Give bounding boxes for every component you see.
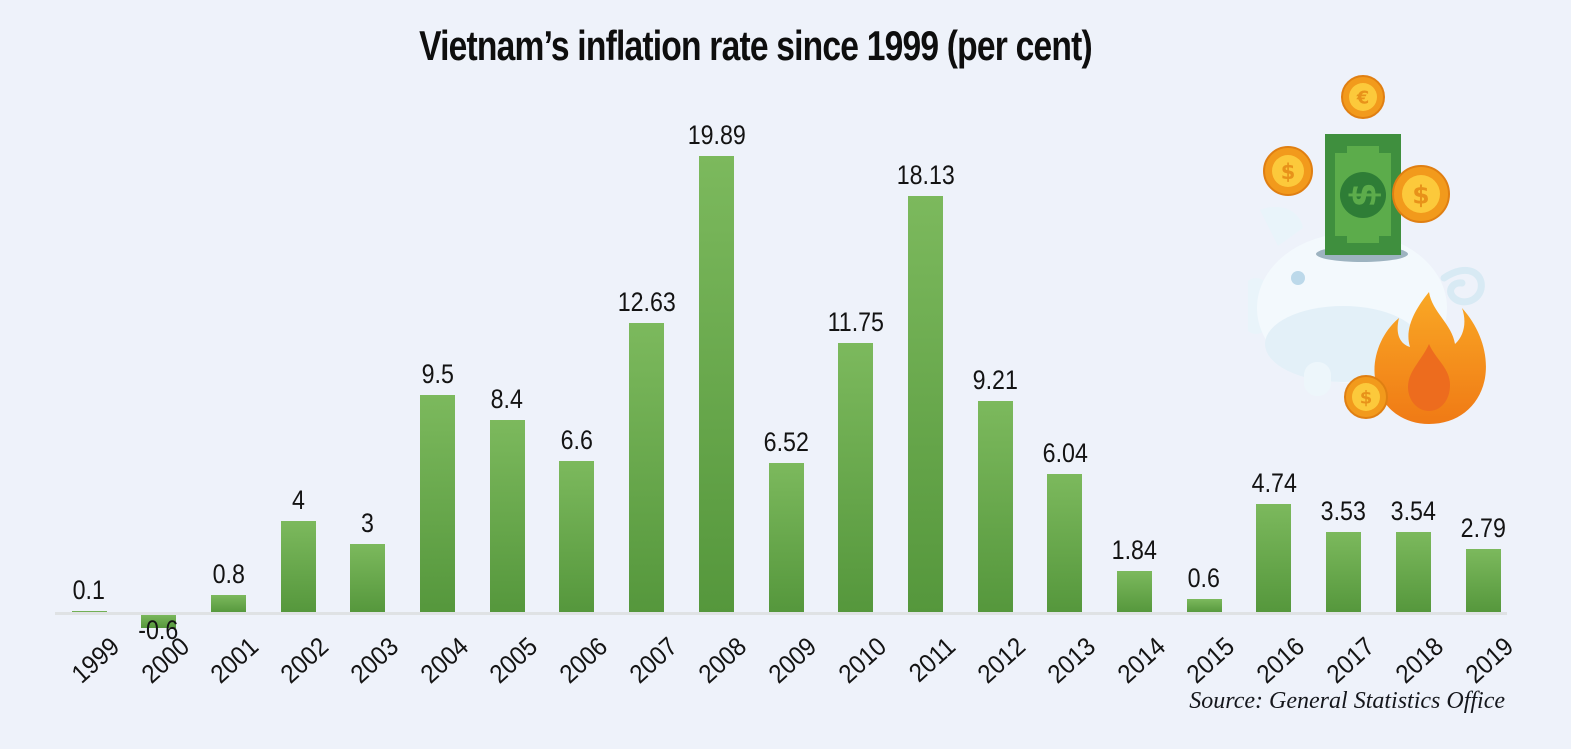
- piggy-tail: [1440, 266, 1485, 306]
- bar-2015: [1186, 599, 1222, 613]
- value-label-2004: 9.5: [421, 358, 454, 389]
- value-label-2018: 3.54: [1390, 495, 1436, 526]
- svg-text:€: €: [1356, 88, 1370, 109]
- bar-2001: [210, 594, 246, 613]
- bar-2005: [489, 419, 525, 613]
- x-axis-line: [55, 612, 1507, 615]
- coin-dollar-right-icon: $: [1392, 165, 1450, 223]
- bar-2002: [280, 521, 316, 613]
- value-label-2015: 0.6: [1188, 563, 1221, 594]
- bar-2018: [1395, 531, 1431, 613]
- value-label-2017: 3.53: [1320, 495, 1367, 526]
- bar-2013: [1047, 474, 1083, 613]
- x-tick-label-2002: 2002: [274, 631, 335, 689]
- bar-2019: [1465, 548, 1501, 613]
- value-label-2003: 3: [361, 508, 375, 538]
- x-tick-label-2005: 2005: [483, 631, 544, 689]
- value-label-2009: 6.52: [763, 427, 809, 458]
- flame-icon: [1374, 292, 1486, 424]
- x-tick-label-2004: 2004: [413, 631, 474, 689]
- svg-text:$: $: [1281, 160, 1296, 184]
- x-tick-label-2010: 2010: [832, 631, 892, 689]
- bar-2007: [629, 322, 665, 613]
- value-label-2010: 11.75: [827, 306, 884, 337]
- value-label-2006: 6.6: [560, 425, 594, 456]
- x-tick-label-2019: 2019: [1459, 631, 1520, 689]
- coin-dollar-left-icon: $: [1263, 146, 1313, 196]
- x-tick-label-2014: 2014: [1110, 631, 1171, 689]
- bar-2017: [1326, 531, 1362, 613]
- source-credit: Source: General Statistics Office: [1189, 688, 1505, 714]
- value-label-2016: 4.74: [1251, 467, 1297, 498]
- value-label-2008: 19.89: [687, 119, 746, 150]
- chart-title: Vietnam’s inflation rate since 1999 (per…: [419, 22, 1093, 69]
- value-label-2000: -0.6: [138, 615, 179, 645]
- bar-2008: [698, 155, 734, 613]
- bill-dollar-sign: $: [1344, 182, 1385, 207]
- value-label-2001: 0.8: [212, 558, 245, 589]
- x-tick-label-2011: 2011: [903, 631, 962, 688]
- bar-2009: [768, 463, 804, 613]
- bar-2000: [141, 614, 177, 628]
- bar-2011: [907, 196, 943, 613]
- x-tick-label-2009: 2009: [762, 631, 823, 689]
- coin-euro-icon: €: [1341, 75, 1385, 119]
- x-tick-label-2015: 2015: [1180, 631, 1241, 689]
- x-tick-label-2012: 2012: [971, 631, 1032, 689]
- x-tick-label-2016: 2016: [1250, 631, 1310, 689]
- value-label-2013: 6.04: [1042, 438, 1088, 469]
- title-area: Vietnam’s inflation rate since 1999 (per…: [0, 22, 1511, 70]
- bar-2003: [350, 544, 386, 613]
- bar-2004: [420, 394, 455, 613]
- svg-text:$: $: [1360, 388, 1373, 409]
- dollar-bill-icon: $: [1325, 134, 1401, 255]
- coin-dollar-bottom-icon: $: [1344, 375, 1388, 419]
- bar-2010: [838, 342, 874, 613]
- x-tick-label-2017: 2017: [1320, 631, 1380, 689]
- piggy-bank-money-fire-illustration: $ € $ $ $: [1248, 75, 1486, 424]
- value-label-2011: 18.13: [896, 160, 955, 190]
- svg-text:$: $: [1412, 181, 1429, 210]
- bar-2006: [559, 461, 595, 613]
- x-tick-label-2008: 2008: [692, 631, 753, 689]
- x-tick-label-2013: 2013: [1041, 631, 1101, 689]
- bar-2012: [977, 401, 1013, 613]
- bar-2016: [1256, 503, 1292, 613]
- x-tick-label-2006: 2006: [553, 631, 613, 689]
- x-tick-label-2003: 2003: [344, 631, 404, 689]
- value-label-2005: 8.4: [491, 383, 524, 414]
- x-tick-label-2007: 2007: [623, 631, 683, 689]
- bar-1999: [71, 610, 107, 613]
- value-label-2019: 2.79: [1460, 512, 1506, 543]
- x-tick-label-2018: 2018: [1389, 631, 1450, 689]
- value-label-2012: 9.21: [972, 365, 1018, 396]
- bar-2014: [1117, 570, 1152, 613]
- value-label-2007: 12.63: [617, 286, 676, 317]
- value-label-2014: 1.84: [1111, 534, 1158, 565]
- value-label-1999: 0.1: [72, 574, 106, 605]
- value-label-2002: 4: [291, 485, 305, 515]
